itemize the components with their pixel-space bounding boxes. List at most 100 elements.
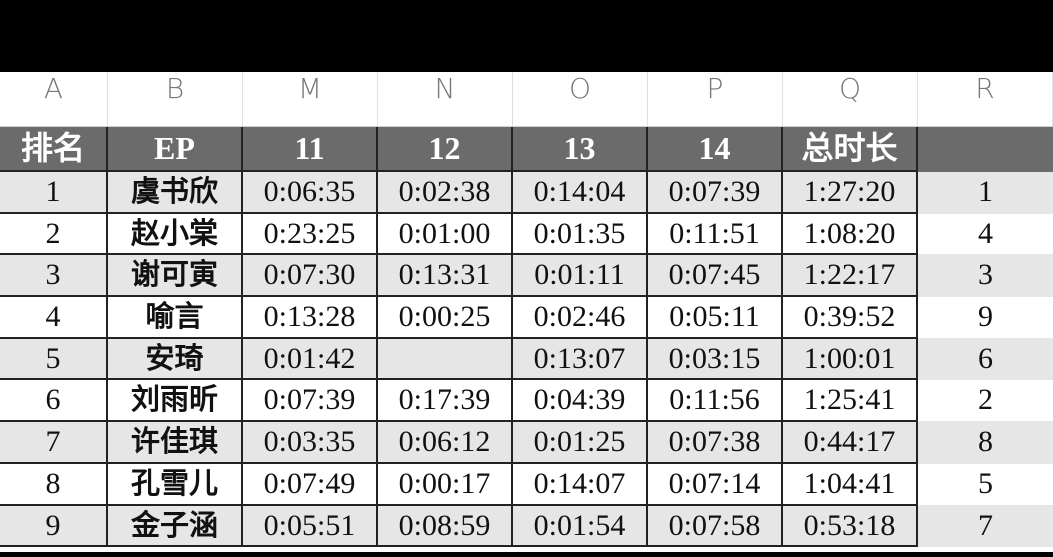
time-cell[interactable]: 0:01:00 bbox=[378, 213, 513, 256]
time-cell[interactable]: 0:04:39 bbox=[513, 380, 648, 423]
rank-cell[interactable]: 3 bbox=[0, 255, 108, 298]
table-row: 2 赵小棠 0:23:25 0:01:00 0:01:35 0:11:51 1:08:20 4 bbox=[0, 213, 1053, 256]
time-cell[interactable]: 0:05:11 bbox=[648, 297, 783, 339]
r-cell[interactable]: 7 bbox=[918, 505, 1053, 548]
time-cell[interactable]: 0:07:45 bbox=[648, 255, 783, 298]
rank-cell[interactable]: 8 bbox=[0, 463, 108, 506]
name-cell[interactable]: 安琦 bbox=[108, 338, 243, 381]
rank-cell[interactable]: 7 bbox=[0, 422, 108, 464]
column-header-r[interactable]: R bbox=[918, 72, 1053, 126]
time-cell[interactable]: 0:01:54 bbox=[513, 505, 648, 548]
header-row: 排名 EP 11 12 13 14 总时长 bbox=[0, 127, 1053, 172]
name-cell[interactable]: 孔雪儿 bbox=[108, 463, 243, 506]
time-cell[interactable]: 0:01:25 bbox=[513, 422, 648, 464]
time-cell[interactable]: 1:04:41 bbox=[783, 463, 918, 506]
r-cell[interactable]: 4 bbox=[918, 214, 1053, 256]
name-cell[interactable]: 许佳琪 bbox=[108, 422, 243, 464]
table-row: 7 许佳琪 0:03:35 0:06:12 0:01:25 0:07:38 0:44:17 8 bbox=[0, 422, 1053, 464]
header-cell[interactable]: 13 bbox=[513, 127, 648, 172]
r-cell[interactable]: 9 bbox=[918, 297, 1053, 339]
time-cell[interactable]: 0:07:30 bbox=[243, 255, 378, 298]
time-cell[interactable]: 0:08:59 bbox=[378, 505, 513, 548]
time-cell[interactable]: 0:07:39 bbox=[648, 172, 783, 214]
table-row: 4 喻言 0:13:28 0:00:25 0:02:46 0:05:11 0:39:52 9 bbox=[0, 297, 1053, 339]
time-cell[interactable]: 0:00:17 bbox=[378, 463, 513, 506]
time-cell[interactable]: 1:00:01 bbox=[783, 338, 918, 381]
time-cell[interactable]: 0:07:58 bbox=[648, 505, 783, 548]
time-cell[interactable]: 0:17:39 bbox=[378, 380, 513, 423]
time-cell[interactable]: 0:07:14 bbox=[648, 463, 783, 506]
time-cell[interactable]: 0:03:35 bbox=[243, 422, 378, 464]
time-cell[interactable]: 0:11:56 bbox=[648, 380, 783, 423]
time-cell[interactable]: 0:53:18 bbox=[783, 505, 918, 548]
table-row: 6 刘雨昕 0:07:39 0:17:39 0:04:39 0:11:56 1:25:41 2 bbox=[0, 380, 1053, 423]
time-cell[interactable]: 0:01:42 bbox=[243, 338, 378, 381]
time-cell[interactable]: 0:13:31 bbox=[378, 255, 513, 298]
header-cell[interactable]: EP bbox=[108, 127, 243, 172]
time-cell[interactable]: 0:01:35 bbox=[513, 213, 648, 256]
time-cell[interactable]: 0:23:25 bbox=[243, 213, 378, 256]
time-cell[interactable]: 0:11:51 bbox=[648, 213, 783, 256]
column-header-a[interactable]: A bbox=[0, 72, 108, 126]
table-row: 5 安琦 0:01:42 0:13:07 0:03:15 1:00:01 6 bbox=[0, 338, 1053, 381]
r-cell[interactable]: 3 bbox=[918, 255, 1053, 298]
r-cell[interactable]: 2 bbox=[918, 380, 1053, 423]
r-cell[interactable]: 8 bbox=[918, 422, 1053, 464]
time-cell[interactable]: 1:08:20 bbox=[783, 213, 918, 256]
time-cell[interactable]: 0:06:35 bbox=[243, 172, 378, 214]
header-cell[interactable]: 排名 bbox=[0, 127, 108, 172]
time-cell[interactable] bbox=[378, 338, 513, 381]
time-cell[interactable]: 0:44:17 bbox=[783, 422, 918, 464]
time-cell[interactable]: 0:07:39 bbox=[243, 380, 378, 423]
rank-cell[interactable]: 2 bbox=[0, 213, 108, 256]
column-header-q[interactable]: Q bbox=[783, 72, 918, 126]
time-cell[interactable]: 0:07:49 bbox=[243, 463, 378, 506]
time-cell[interactable]: 0:14:04 bbox=[513, 172, 648, 214]
time-cell[interactable]: 0:13:07 bbox=[513, 338, 648, 381]
header-cell[interactable] bbox=[918, 127, 1053, 172]
name-cell[interactable]: 金子涵 bbox=[108, 505, 243, 548]
table-row: 3 谢可寅 0:07:30 0:13:31 0:01:11 0:07:45 1:22:17 3 bbox=[0, 255, 1053, 298]
rank-cell[interactable]: 1 bbox=[0, 172, 108, 214]
name-cell[interactable]: 赵小棠 bbox=[108, 213, 243, 256]
time-cell[interactable]: 0:13:28 bbox=[243, 297, 378, 339]
header-cell[interactable]: 11 bbox=[243, 127, 378, 172]
r-cell[interactable]: 5 bbox=[918, 464, 1053, 506]
rank-cell[interactable]: 6 bbox=[0, 380, 108, 423]
time-cell[interactable]: 0:06:12 bbox=[378, 422, 513, 464]
time-cell[interactable]: 0:01:11 bbox=[513, 255, 648, 298]
time-cell[interactable]: 0:39:52 bbox=[783, 297, 918, 339]
name-cell[interactable]: 喻言 bbox=[108, 297, 243, 339]
time-cell[interactable]: 1:27:20 bbox=[783, 172, 918, 214]
time-cell[interactable]: 1:25:41 bbox=[783, 380, 918, 423]
name-cell[interactable]: 虞书欣 bbox=[108, 172, 243, 214]
column-header-n[interactable]: N bbox=[378, 72, 513, 126]
header-cell[interactable]: 12 bbox=[378, 127, 513, 172]
r-cell[interactable]: 1 bbox=[918, 172, 1053, 214]
column-header-m[interactable]: M bbox=[243, 72, 378, 126]
time-cell[interactable]: 0:05:51 bbox=[243, 505, 378, 548]
column-header-b[interactable]: B bbox=[108, 72, 243, 126]
name-cell[interactable]: 谢可寅 bbox=[108, 255, 243, 298]
time-cell[interactable]: 0:07:38 bbox=[648, 422, 783, 464]
data-grid: 排名 EP 11 12 13 14 总时长 1 虞书欣 0:06:35 0:02:38 0:14:04… bbox=[0, 127, 1053, 548]
time-cell[interactable]: 0:00:25 bbox=[378, 297, 513, 339]
rank-cell[interactable]: 4 bbox=[0, 297, 108, 339]
time-cell[interactable]: 0:02:46 bbox=[513, 297, 648, 339]
time-cell[interactable]: 1:22:17 bbox=[783, 255, 918, 298]
time-cell[interactable]: 0:02:38 bbox=[378, 172, 513, 214]
time-cell[interactable]: 0:14:07 bbox=[513, 463, 648, 506]
name-cell[interactable]: 刘雨昕 bbox=[108, 380, 243, 423]
table-row: 8 孔雪儿 0:07:49 0:00:17 0:14:07 0:07:14 1:04:41 5 bbox=[0, 463, 1053, 506]
column-header-p[interactable]: P bbox=[648, 72, 783, 126]
time-cell[interactable]: 0:03:15 bbox=[648, 338, 783, 381]
rank-cell[interactable]: 9 bbox=[0, 505, 108, 548]
r-cell[interactable]: 6 bbox=[918, 338, 1053, 381]
column-header-o[interactable]: O bbox=[513, 72, 648, 126]
header-cell[interactable]: 14 bbox=[648, 127, 783, 172]
header-cell[interactable]: 总时长 bbox=[783, 127, 918, 172]
table-row: 1 虞书欣 0:06:35 0:02:38 0:14:04 0:07:39 1:27:20 1 bbox=[0, 172, 1053, 214]
rank-cell[interactable]: 5 bbox=[0, 338, 108, 381]
